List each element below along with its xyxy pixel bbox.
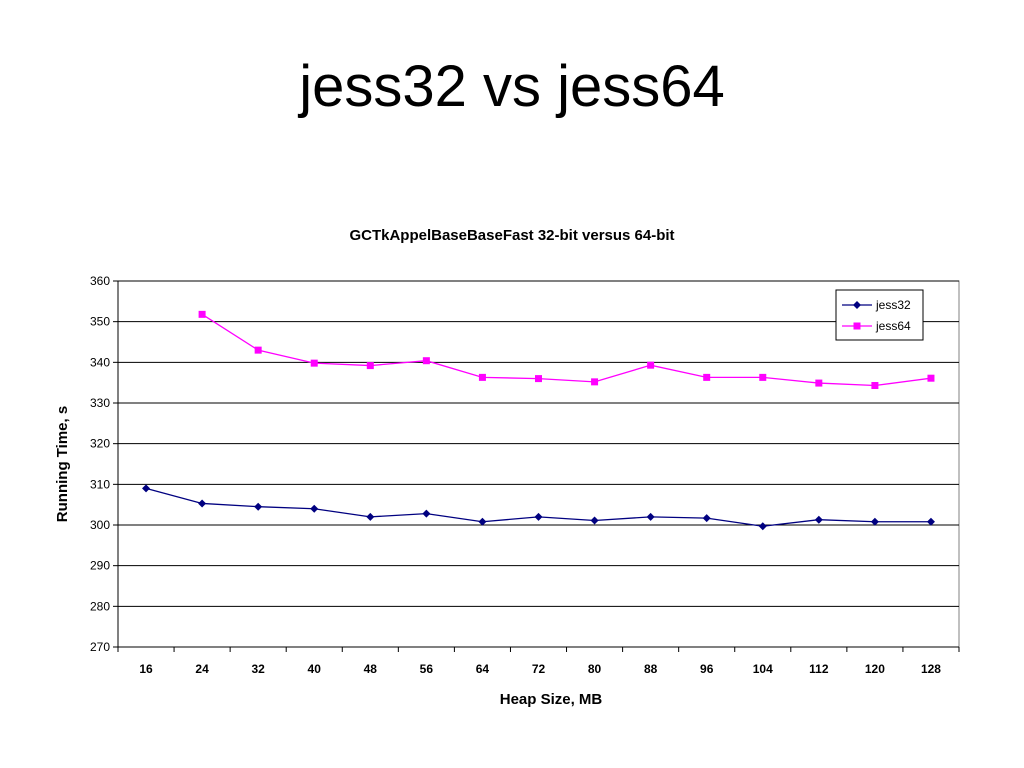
data-point xyxy=(310,359,318,367)
legend-item: jess32 xyxy=(842,298,911,312)
y-tick-label: 350 xyxy=(90,315,110,329)
data-point xyxy=(254,502,263,511)
data-point xyxy=(142,484,151,493)
x-tick-label: 104 xyxy=(753,662,773,676)
data-point xyxy=(815,379,823,387)
data-point xyxy=(703,373,711,381)
legend-label: jess64 xyxy=(875,319,911,333)
legend-label: jess32 xyxy=(875,298,911,312)
data-point xyxy=(927,374,935,382)
data-point xyxy=(422,357,430,365)
data-point xyxy=(198,310,206,318)
y-axis-label: Running Time, s xyxy=(54,406,71,522)
data-point xyxy=(366,512,375,521)
data-point xyxy=(702,514,711,523)
y-tick-label: 310 xyxy=(90,477,110,491)
data-point xyxy=(198,499,207,508)
y-tick-label: 270 xyxy=(90,640,110,654)
y-tick-label: 300 xyxy=(90,518,110,532)
data-point xyxy=(758,522,767,531)
legend: jess32 jess64 xyxy=(835,289,924,341)
y-tick-label: 280 xyxy=(90,599,110,613)
data-point xyxy=(254,346,262,354)
x-tick-label: 112 xyxy=(809,662,829,676)
plot-area: 270 280 290 300 310 320 330 340 350 360 16 24 32 40 48… xyxy=(90,274,960,676)
data-point xyxy=(478,373,486,381)
plot-frame xyxy=(117,280,960,648)
legend-box xyxy=(835,289,924,341)
x-tick-label: 40 xyxy=(308,662,322,676)
x-tick-label: 128 xyxy=(921,662,941,676)
data-point xyxy=(478,517,487,526)
x-tick-label: 96 xyxy=(700,662,714,676)
y-tick-label: 320 xyxy=(90,437,110,451)
y-tick-label: 360 xyxy=(90,274,110,288)
data-point xyxy=(534,512,543,521)
y-tick-label: 340 xyxy=(90,355,110,369)
series-jess64 xyxy=(198,310,935,390)
data-point xyxy=(759,373,767,381)
x-tick-label: 64 xyxy=(476,662,490,676)
y-tick-label: 290 xyxy=(90,559,110,573)
x-tick-label: 88 xyxy=(644,662,658,676)
data-point xyxy=(647,361,655,369)
data-point xyxy=(646,512,655,521)
data-point xyxy=(814,515,823,524)
data-point xyxy=(926,517,935,526)
y-tick-label: 330 xyxy=(90,396,110,410)
data-point xyxy=(366,362,374,370)
x-tick-label: 80 xyxy=(588,662,602,676)
x-tick-label: 72 xyxy=(532,662,546,676)
series-line xyxy=(201,313,932,387)
x-tick-label: 32 xyxy=(251,662,265,676)
data-point xyxy=(422,509,431,518)
data-point xyxy=(870,517,879,526)
slide-title: jess32 vs jess64 xyxy=(299,54,725,119)
x-tick-label: 48 xyxy=(364,662,378,676)
x-tick-label: 120 xyxy=(865,662,885,676)
chart-title: GCTkAppelBaseBaseFast 32-bit versus 64-b… xyxy=(349,227,674,244)
data-point xyxy=(535,375,542,383)
data-point xyxy=(853,301,861,309)
legend-item: jess64 xyxy=(842,319,911,333)
data-point xyxy=(871,382,879,390)
data-point xyxy=(853,322,861,330)
x-axis-label: Heap Size, MB xyxy=(500,691,603,708)
data-point xyxy=(310,504,319,513)
data-point xyxy=(590,516,599,525)
series-jess32 xyxy=(142,484,935,531)
x-tick-label: 16 xyxy=(139,662,153,676)
x-tick-label: 24 xyxy=(195,662,209,676)
x-tick-label: 56 xyxy=(420,662,434,676)
data-point xyxy=(591,378,599,386)
